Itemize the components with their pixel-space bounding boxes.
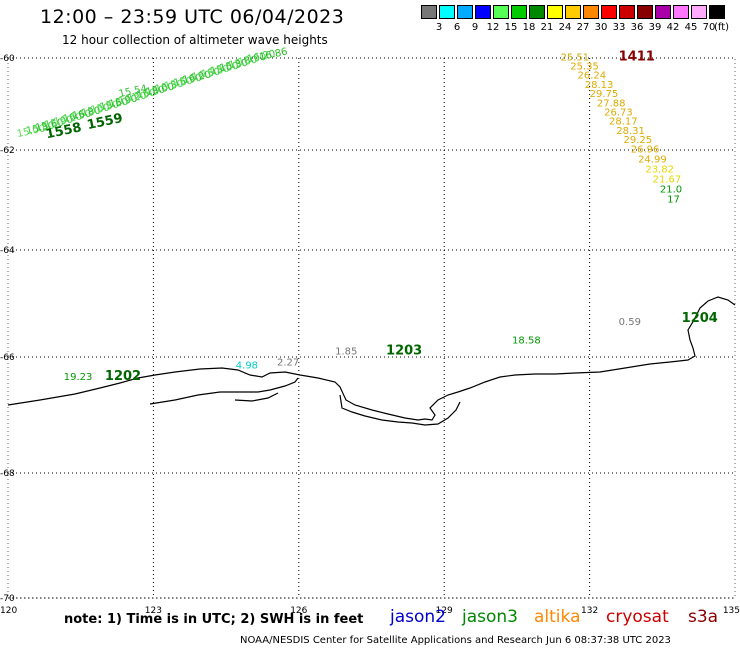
wave-height-label: 19.23 (64, 372, 93, 383)
legend-swatch (511, 5, 527, 19)
wave-height-labels: 15.0015.3015.6015.9016.2016.5016.8015.00… (16, 47, 718, 385)
lat-tick-label: -62 (0, 146, 15, 156)
legend-swatch (547, 5, 563, 19)
wave-height-label: 2.27 (277, 358, 299, 369)
wave-height-label: 29.25 (624, 135, 653, 146)
legend-label: 24 (558, 22, 572, 33)
legend-label: 6 (453, 22, 461, 33)
lat-tick-label: -70 (0, 594, 15, 604)
wave-height-label: 23.82 (645, 165, 674, 176)
wave-height-label: 17 (667, 195, 680, 206)
legend-swatch (655, 5, 671, 19)
wave-height-label: 4.98 (236, 361, 258, 372)
wave-height-label: 21.0 (660, 185, 682, 196)
legend-swatch (475, 5, 491, 19)
time-label: 1559 (86, 111, 125, 133)
wave-height-label: 16.86 (258, 47, 288, 64)
time-label: 1204 (682, 311, 718, 326)
time-label: 1202 (105, 369, 141, 384)
wave-height-label: 26.73 (604, 108, 633, 119)
lat-tick-label: -64 (0, 246, 15, 256)
satellite-altika: altika (534, 607, 581, 627)
satellite-jason3: jason3 (462, 607, 518, 627)
satellite-jason2: jason2 (390, 607, 446, 627)
legend-label: 39 (648, 22, 662, 33)
legend-swatch (583, 5, 599, 19)
lon-tick-label: 132 (581, 606, 598, 616)
map-frame (7, 57, 736, 599)
legend-label: 33 (612, 22, 626, 33)
wave-height-label: 26.96 (631, 145, 660, 156)
lat-tick-label: -60 (0, 54, 15, 64)
legend-swatch (493, 5, 509, 19)
legend-swatch (601, 5, 617, 19)
legend-label: 27 (576, 22, 590, 33)
legend-swatch (439, 5, 455, 19)
lat-tick-label: -68 (0, 469, 15, 479)
legend-label: 36 (630, 22, 644, 33)
legend-label: 42 (666, 22, 680, 33)
lon-tick-label: 129 (436, 606, 453, 616)
lon-tick-label: 123 (145, 606, 162, 616)
antarctic-coastline (7, 296, 736, 426)
legend-unit: (ft) (714, 22, 730, 33)
time-label: 1203 (386, 343, 422, 358)
time-label: 1411 (619, 49, 655, 64)
legend-swatch (691, 5, 707, 19)
map-subtitle: 12 hour collection of altimeter wave hei… (62, 33, 328, 47)
legend-swatch (673, 5, 689, 19)
footer-note: note: 1) Time is in UTC; 2) SWH is in fe… (64, 612, 364, 627)
legend-swatch (565, 5, 581, 19)
legend-label: 30 (594, 22, 608, 33)
satellite-cryosat: cryosat (606, 607, 669, 627)
wave-height-label: 1.85 (335, 346, 357, 357)
wave-height-label: 27.88 (597, 98, 626, 109)
wave-height-label: 21.67 (653, 175, 682, 186)
legend-label: 18 (522, 22, 536, 33)
lat-tick-label: -66 (0, 353, 15, 363)
legend-swatch (457, 5, 473, 19)
legend-label: 12 (486, 22, 500, 33)
map-title: 12:00 – 23:59 UTC 06/04/2023 (40, 6, 345, 28)
legend-label: 9 (471, 22, 479, 33)
legend-label: 3 (435, 22, 443, 33)
legend-swatch (709, 5, 725, 19)
wave-height-label: 25.35 (570, 62, 599, 73)
legend-label: 45 (684, 22, 698, 33)
wave-height-label: 26.24 (577, 71, 606, 82)
lon-tick-label: 126 (290, 606, 307, 616)
wave-height-label: 18.58 (512, 336, 541, 347)
wave-height-label: 25.51 (561, 52, 590, 63)
map-grid: 120 123 126 129 132 135 -60 -62 -64 -66 -68 -70 (0, 54, 740, 616)
lon-tick-label: 120 (0, 606, 17, 616)
time-label: 1558 (44, 120, 83, 142)
lon-tick-label: 135 (723, 606, 740, 616)
legend-swatch (529, 5, 545, 19)
satellite-s3a: s3a (688, 607, 719, 627)
wave-height-label: 0.59 (619, 317, 641, 328)
legend-swatch (421, 5, 437, 19)
wave-height-label: 28.31 (616, 126, 645, 137)
wave-height-label: 29.75 (590, 89, 619, 100)
legend-label: 21 (540, 22, 554, 33)
legend-label: 15 (504, 22, 518, 33)
wave-height-label: 28.13 (585, 80, 614, 91)
legend-label: 70 (702, 22, 716, 33)
legend-swatch (637, 5, 653, 19)
credit-line: NOAA/NESDIS Center for Satellite Applica… (240, 635, 671, 646)
legend-swatch (619, 5, 635, 19)
wave-height-label: 24.99 (638, 155, 667, 166)
wave-height-label: 28.17 (609, 117, 638, 128)
